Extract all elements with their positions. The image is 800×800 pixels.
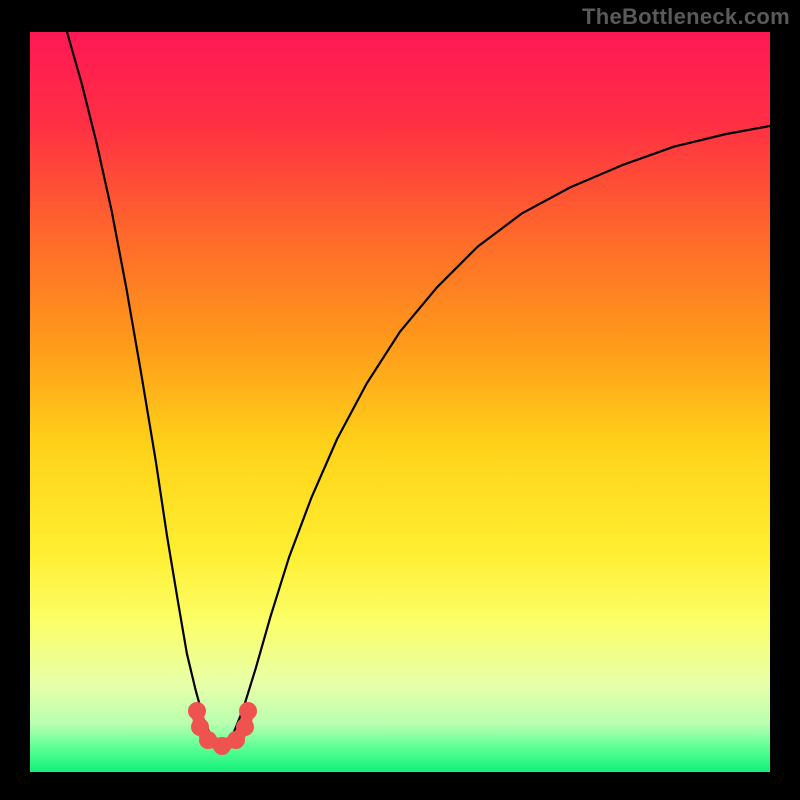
bottleneck-chart-svg <box>0 0 800 800</box>
plot-background <box>30 32 770 772</box>
chart-stage: TheBottleneck.com <box>0 0 800 800</box>
watermark-text: TheBottleneck.com <box>582 4 790 30</box>
